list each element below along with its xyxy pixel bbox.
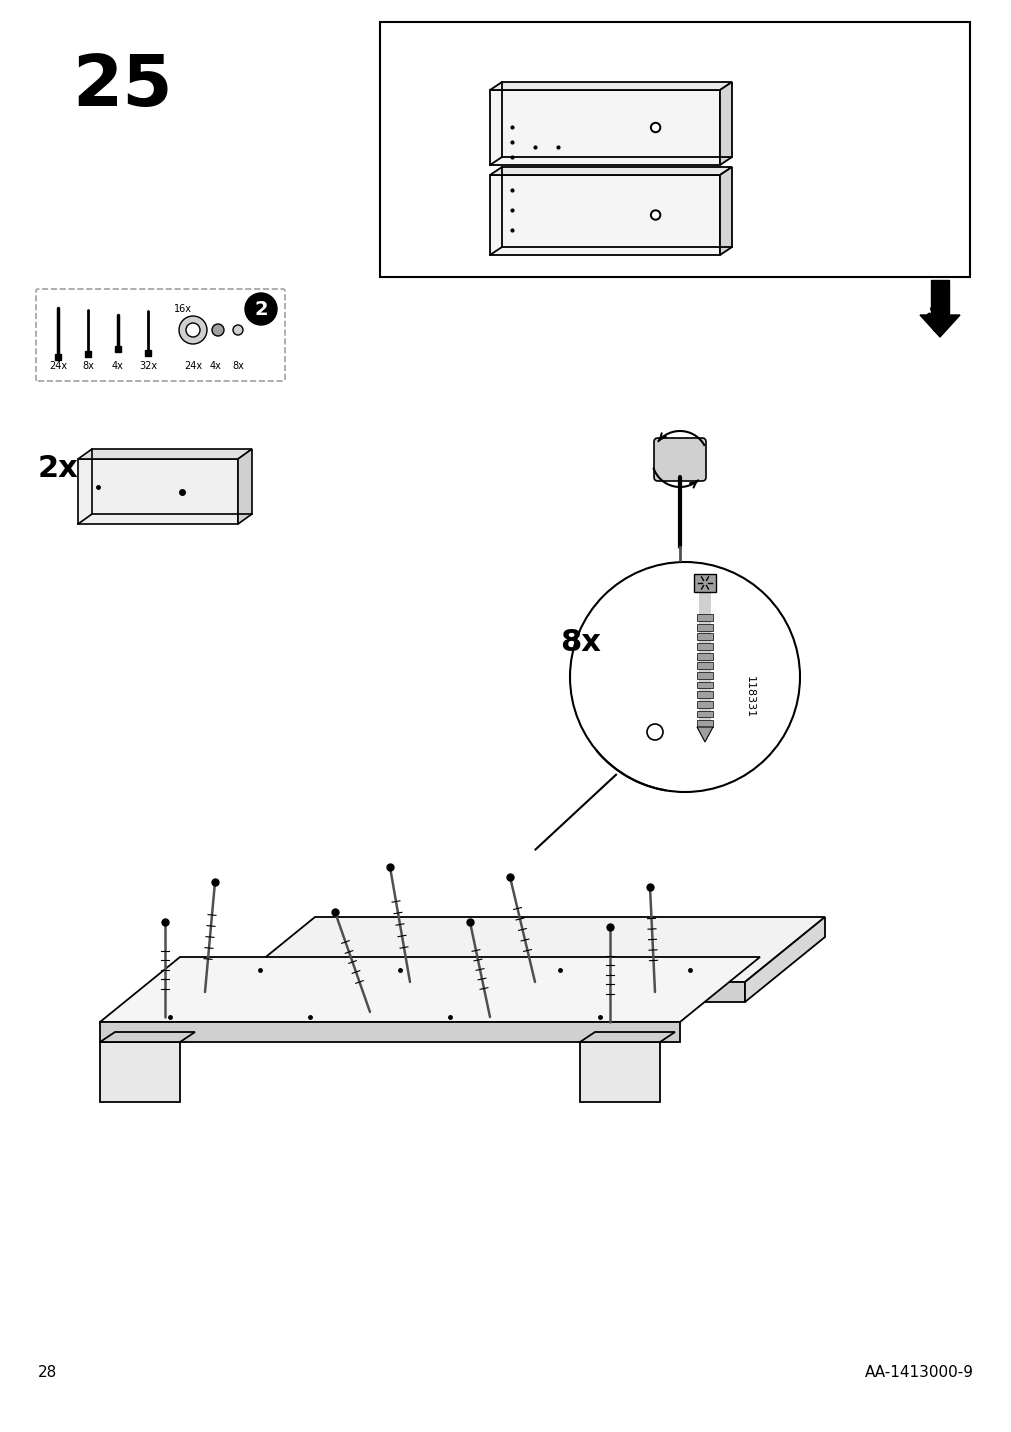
Polygon shape [579, 1032, 674, 1042]
Bar [697, 643, 713, 650]
Bar [697, 633, 713, 640]
Polygon shape [100, 1032, 195, 1042]
Bar [697, 692, 713, 697]
Polygon shape [78, 450, 252, 460]
Text: 118331: 118331 [744, 676, 754, 717]
Bar [697, 682, 713, 689]
Polygon shape [719, 168, 731, 255]
Text: 8x: 8x [559, 627, 601, 656]
Polygon shape [489, 175, 719, 255]
Bar [697, 624, 713, 630]
Text: 32x: 32x [139, 361, 157, 371]
Text: AA-1413000-9: AA-1413000-9 [864, 1365, 973, 1380]
Text: 24x: 24x [49, 361, 67, 371]
FancyBboxPatch shape [36, 289, 285, 381]
Polygon shape [235, 982, 744, 1002]
Bar [379, 21, 969, 276]
Bar [697, 720, 713, 727]
Polygon shape [489, 90, 719, 165]
Circle shape [211, 324, 223, 337]
Text: 24x: 24x [184, 361, 202, 371]
Polygon shape [489, 82, 731, 90]
Text: 28: 28 [38, 1365, 58, 1380]
Bar [930, 281, 948, 315]
Polygon shape [744, 916, 824, 1002]
Circle shape [245, 294, 277, 325]
Bar [697, 672, 713, 679]
Bar [699, 591, 711, 727]
Circle shape [233, 325, 243, 335]
Text: 2x: 2x [38, 454, 79, 483]
Circle shape [179, 316, 207, 344]
Polygon shape [489, 168, 731, 175]
Bar [697, 653, 713, 660]
Bar [697, 614, 713, 621]
Text: 4x: 4x [112, 361, 123, 371]
Circle shape [652, 212, 658, 218]
Polygon shape [919, 315, 959, 337]
Polygon shape [579, 1042, 659, 1103]
Polygon shape [100, 1022, 679, 1042]
Bar [694, 574, 716, 591]
Text: 2: 2 [254, 299, 268, 318]
Polygon shape [238, 450, 252, 524]
Bar [697, 702, 713, 707]
Text: 25: 25 [72, 52, 172, 120]
Polygon shape [697, 727, 713, 742]
Polygon shape [719, 82, 731, 165]
Circle shape [650, 123, 660, 133]
Text: 8x: 8x [232, 361, 244, 371]
Text: 16x: 16x [174, 304, 192, 314]
Circle shape [650, 211, 660, 221]
Bar [697, 710, 713, 717]
Polygon shape [100, 1042, 180, 1103]
FancyBboxPatch shape [653, 438, 706, 481]
Polygon shape [100, 957, 759, 1022]
Circle shape [186, 324, 200, 337]
Circle shape [652, 125, 658, 130]
Bar [697, 663, 713, 669]
Circle shape [646, 725, 662, 740]
Circle shape [569, 561, 800, 792]
Polygon shape [78, 460, 238, 524]
Polygon shape [235, 916, 824, 982]
Text: 8x: 8x [82, 361, 94, 371]
Text: 4x: 4x [210, 361, 221, 371]
